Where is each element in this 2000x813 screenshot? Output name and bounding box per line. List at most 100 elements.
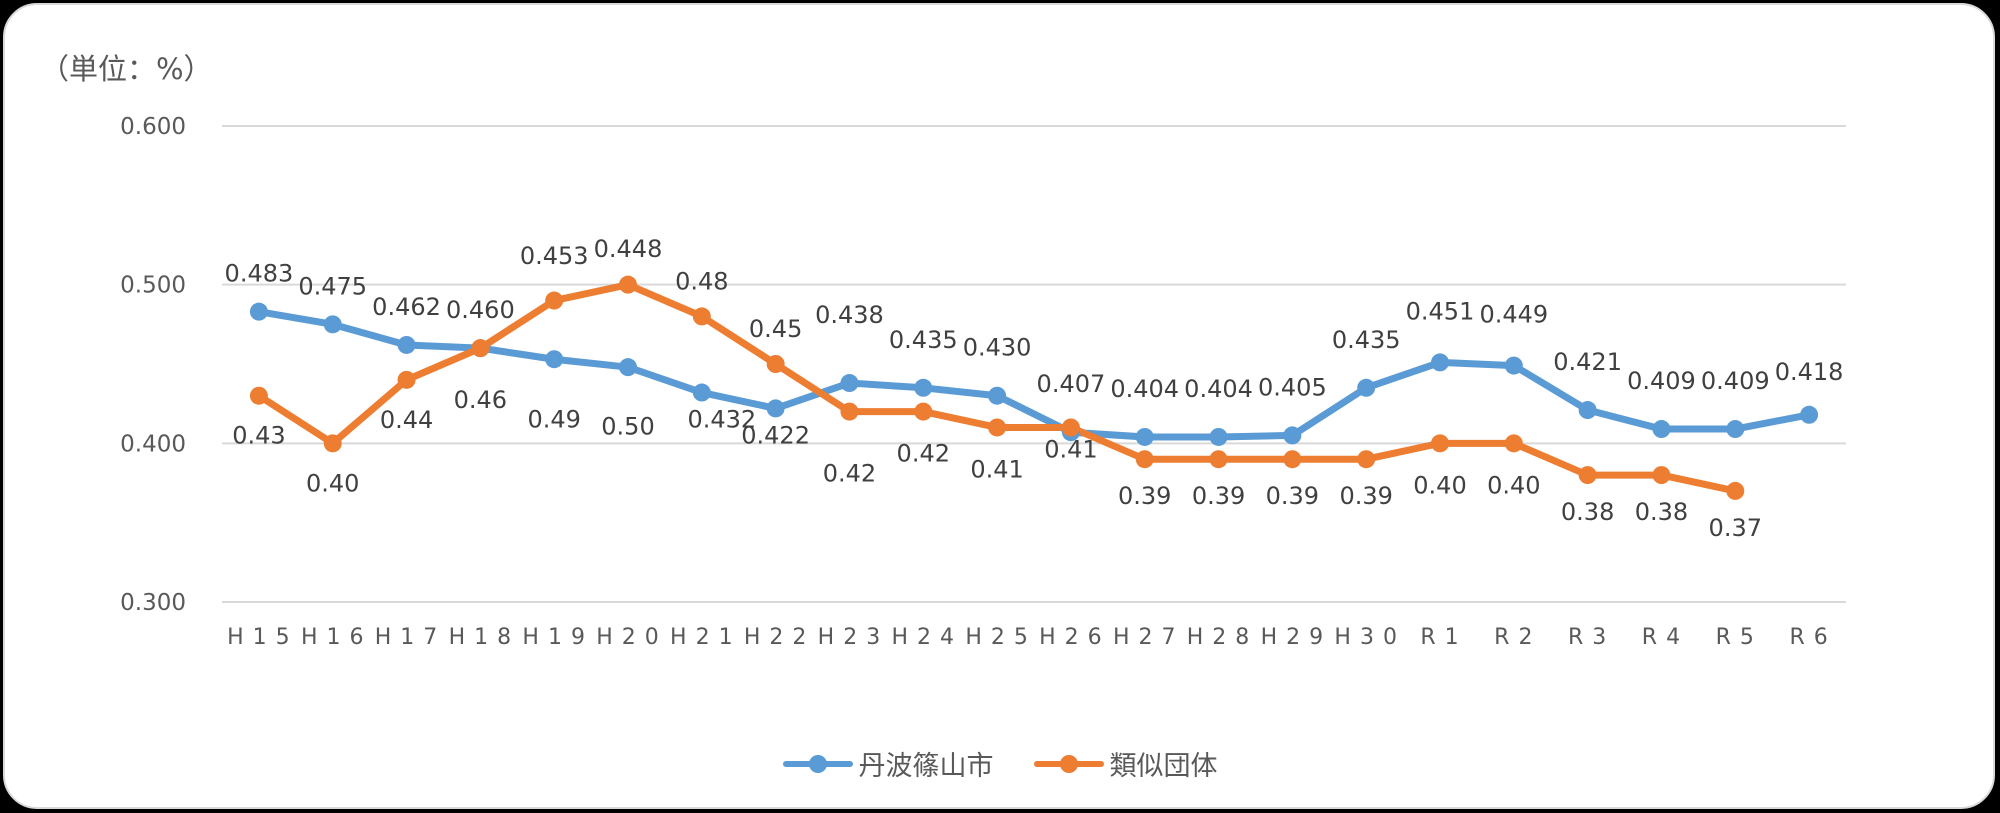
data-label: 0.422 <box>741 421 810 449</box>
data-label: 0.435 <box>889 326 958 354</box>
data-point-marker[interactable] <box>1578 466 1597 485</box>
y-tick-label: 0.600 <box>120 114 186 140</box>
x-tick-label: H21 <box>670 625 742 650</box>
x-tick-label: H17 <box>375 625 447 650</box>
x-tick-label: H18 <box>449 625 521 650</box>
data-point-marker[interactable] <box>1652 420 1671 439</box>
data-point-marker[interactable] <box>1209 427 1228 446</box>
x-tick-label: H27 <box>1113 625 1185 650</box>
data-label: 0.38 <box>1561 498 1614 526</box>
x-tick-label: H30 <box>1334 625 1406 650</box>
x-tick-label: R3 <box>1568 625 1615 650</box>
line-marker-icon <box>1033 749 1104 779</box>
data-label: 0.448 <box>594 235 663 263</box>
x-tick-label: H28 <box>1187 625 1259 650</box>
gridlines <box>222 125 1846 603</box>
x-tick-label: H22 <box>744 625 816 650</box>
x-tick-label: H15 <box>227 625 299 650</box>
data-label: 0.462 <box>372 293 441 321</box>
data-label: 0.404 <box>1110 375 1179 403</box>
data-point-marker[interactable] <box>619 358 637 377</box>
x-tick-label: R1 <box>1420 625 1467 650</box>
x-tick-label: H26 <box>1039 625 1111 650</box>
data-point-marker[interactable] <box>1135 450 1154 469</box>
data-point-marker[interactable] <box>397 335 416 354</box>
line-marker-icon <box>782 749 853 779</box>
x-tick-label: R2 <box>1494 625 1541 650</box>
data-point-marker[interactable] <box>471 339 490 358</box>
data-label: 0.435 <box>1332 326 1401 354</box>
data-label: 0.451 <box>1406 297 1475 325</box>
x-tick-label: R6 <box>1789 625 1836 650</box>
data-point-marker[interactable] <box>1209 450 1228 469</box>
data-point-marker[interactable] <box>1357 450 1376 469</box>
x-tick-label: H16 <box>301 625 373 650</box>
data-label: 0.50 <box>601 413 654 441</box>
data-label: 0.405 <box>1258 373 1327 401</box>
data-point-marker[interactable] <box>766 399 785 418</box>
data-point-marker[interactable] <box>1726 420 1745 439</box>
data-point-marker[interactable] <box>619 275 637 294</box>
chart-panel <box>3 3 1995 809</box>
data-label: 0.37 <box>1709 514 1762 542</box>
x-tick-label: H23 <box>818 625 890 650</box>
legend-item-similar-groups[interactable]: 類似団体 <box>1033 744 1218 783</box>
data-point-marker[interactable] <box>1357 378 1376 397</box>
data-label: 0.40 <box>1413 471 1466 499</box>
data-point-marker[interactable] <box>1135 427 1154 446</box>
data-label: 0.43 <box>232 422 285 450</box>
data-point-marker[interactable] <box>1061 418 1080 437</box>
series-line <box>258 308 1810 441</box>
data-point-marker[interactable] <box>1283 426 1302 445</box>
data-label: 0.38 <box>1635 498 1688 526</box>
data-label: 0.42 <box>823 460 876 488</box>
data-point-marker[interactable] <box>988 386 1007 405</box>
data-label: 0.453 <box>520 242 589 270</box>
data-point-marker[interactable] <box>1504 434 1523 453</box>
x-axis: H15 H16 H17 H18 H19 H20 H21 H22 H23 H24 H25 H26 H27 H… <box>227 625 1836 650</box>
data-point-marker[interactable] <box>1431 353 1449 372</box>
data-point-marker[interactable] <box>988 418 1007 437</box>
data-label: 0.407 <box>1037 370 1106 398</box>
x-tick-label: H24 <box>891 625 963 650</box>
data-point-marker[interactable] <box>397 370 416 389</box>
data-point-marker[interactable] <box>766 355 785 373</box>
x-tick-label: H29 <box>1261 625 1333 650</box>
data-point-marker[interactable] <box>545 350 564 369</box>
data-point-marker[interactable] <box>1578 401 1597 420</box>
data-point-marker[interactable] <box>249 386 268 405</box>
data-point-marker[interactable] <box>545 291 564 310</box>
data-label: 0.42 <box>897 440 950 468</box>
data-point-marker[interactable] <box>323 434 342 453</box>
legend-item-tambasasayama[interactable]: 丹波篠山市 <box>782 744 994 783</box>
data-point-marker[interactable] <box>1652 466 1671 485</box>
data-label: 0.432 <box>687 406 756 434</box>
data-point-marker[interactable] <box>692 307 711 326</box>
data-label: 0.418 <box>1775 358 1844 386</box>
data-point-marker[interactable] <box>840 402 859 421</box>
data-point-marker[interactable] <box>1800 405 1819 424</box>
y-tick-label: 0.300 <box>120 590 186 616</box>
data-point-marker[interactable] <box>323 315 342 334</box>
y-axis: 0.600 0.500 0.400 0.300 <box>120 114 186 616</box>
data-point-marker[interactable] <box>692 383 711 402</box>
data-point-marker[interactable] <box>840 374 859 393</box>
data-label: 0.475 <box>298 272 367 300</box>
data-label: 0.421 <box>1553 348 1622 376</box>
data-label: 0.46 <box>454 386 507 414</box>
x-tick-label: R5 <box>1716 625 1763 650</box>
data-point-marker[interactable] <box>914 402 933 421</box>
data-point-marker[interactable] <box>914 378 933 397</box>
data-point-marker[interactable] <box>249 302 268 321</box>
data-label: 0.409 <box>1701 367 1770 395</box>
series-lines <box>249 275 1819 500</box>
data-point-marker[interactable] <box>1504 356 1523 375</box>
data-point-marker[interactable] <box>1431 434 1449 453</box>
data-label: 0.48 <box>675 267 728 295</box>
data-point-marker[interactable] <box>1726 481 1745 500</box>
data-point-marker[interactable] <box>1283 450 1302 469</box>
data-label: 0.41 <box>1044 435 1097 463</box>
data-label: 0.41 <box>970 455 1023 483</box>
